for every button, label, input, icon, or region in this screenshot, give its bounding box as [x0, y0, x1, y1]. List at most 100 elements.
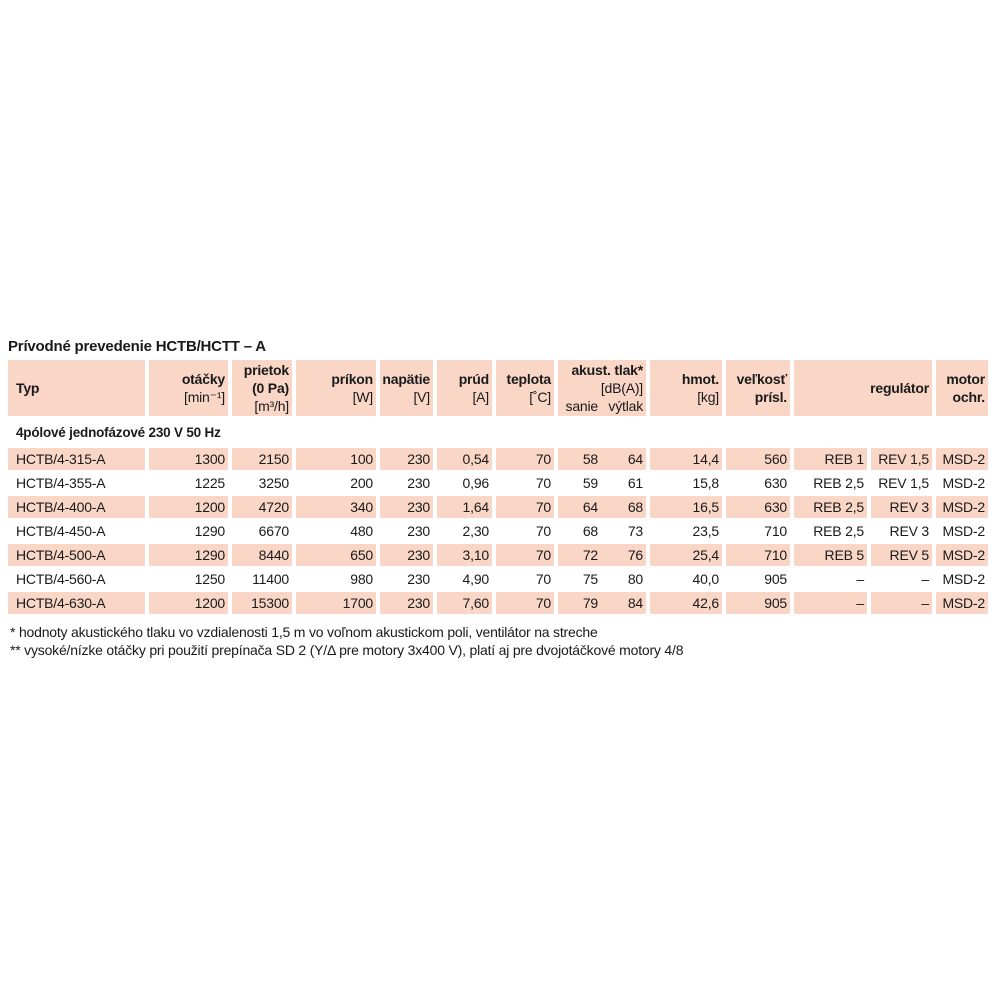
- table-cell: 16,5: [692, 499, 720, 515]
- table-cell: 64: [627, 451, 643, 467]
- header-label: príkon: [331, 371, 373, 387]
- row-cell-bg: [871, 448, 932, 470]
- table-cell: 73: [627, 523, 643, 539]
- header-cell: [936, 360, 988, 416]
- section-label: 4pólové jednofázové 230 V 50 Hz: [16, 425, 221, 440]
- header-label: [min⁻¹]: [184, 389, 225, 405]
- table-cell: REB 2,5: [813, 523, 864, 539]
- header-label: prietok: [243, 362, 289, 378]
- header-label: (0 Pa): [252, 380, 289, 396]
- table-cell: 230: [407, 547, 430, 563]
- table-cell: 560: [764, 451, 787, 467]
- table-cell: MSD-2: [942, 451, 985, 467]
- table-cell: REV 1,5: [878, 451, 929, 467]
- table-cell: 1300: [194, 451, 226, 467]
- row-cell-bg: [232, 496, 292, 518]
- table-cell: 70: [535, 571, 551, 587]
- table-cell: 80: [627, 571, 643, 587]
- row-cell-bg: [149, 544, 228, 566]
- row-cell-bg: [380, 496, 433, 518]
- header-cell: [794, 360, 932, 416]
- table-cell: 230: [407, 595, 430, 611]
- row-cell-bg: [601, 448, 646, 470]
- table-cell: 1225: [194, 475, 226, 491]
- table-cell: 84: [627, 595, 643, 611]
- row-cell-bg: [380, 448, 433, 470]
- table-cell: MSD-2: [942, 547, 985, 563]
- row-cell-bg: [496, 496, 554, 518]
- row-cell-bg: [296, 448, 376, 470]
- table-cell: 72: [582, 547, 598, 563]
- row-cell-bg: [601, 592, 646, 614]
- table-cell: 230: [407, 523, 430, 539]
- table-cell: 230: [407, 451, 430, 467]
- row-cell-bg: [496, 592, 554, 614]
- table-cell: REV 1,5: [878, 475, 929, 491]
- row-cell-bg: [437, 496, 492, 518]
- table-cell: 2,30: [462, 523, 490, 539]
- header-label: veľkosť: [736, 371, 788, 387]
- table-cell: HCTB/4-400-A: [16, 499, 106, 515]
- header-cell: [650, 360, 722, 416]
- row-cell-bg: [8, 496, 145, 518]
- row-cell-bg: [794, 544, 867, 566]
- header-label: teplota: [506, 371, 552, 387]
- row-cell-bg: [936, 592, 988, 614]
- row-cell-bg: [558, 496, 601, 518]
- header-label: otáčky: [181, 371, 225, 387]
- table-cell: 650: [350, 547, 373, 563]
- table-cell: 340: [350, 499, 373, 515]
- table-cell: 3,10: [462, 547, 490, 563]
- table-cell: 1250: [194, 571, 226, 587]
- table-cell: 8440: [258, 547, 290, 563]
- table-cell: 480: [350, 523, 373, 539]
- table-cell: 1700: [342, 595, 374, 611]
- table-cell: –: [856, 595, 864, 611]
- table-cell: 70: [535, 451, 551, 467]
- table-title: Prívodné prevedenie HCTB/HCTT – A: [8, 338, 266, 355]
- row-cell-bg: [794, 496, 867, 518]
- row-cell-bg: [726, 544, 790, 566]
- table-cell: 58: [582, 451, 598, 467]
- table-cell: 15,8: [692, 475, 720, 491]
- row-cell-bg: [936, 448, 988, 470]
- table-cell: HCTB/4-500-A: [16, 547, 106, 563]
- header-label: prúd: [458, 371, 490, 387]
- table-cell: 3250: [258, 475, 290, 491]
- table-cell: 0,54: [462, 451, 490, 467]
- row-cell-bg: [601, 496, 646, 518]
- row-cell-bg: [871, 592, 932, 614]
- table-cell: HCTB/4-355-A: [16, 475, 106, 491]
- header-cell: [149, 360, 228, 416]
- footnote: ** vysoké/nízke otáčky pri použití prepí…: [10, 642, 684, 658]
- row-cell-bg: [437, 448, 492, 470]
- header-cell: [296, 360, 376, 416]
- row-cell-bg: [232, 592, 292, 614]
- header-cell: [437, 360, 492, 416]
- header-label: ochr.: [952, 389, 986, 405]
- row-cell-bg: [296, 592, 376, 614]
- row-cell-bg: [794, 592, 867, 614]
- table-cell: 4,90: [462, 571, 490, 587]
- row-cell-bg: [437, 592, 492, 614]
- row-cell-bg: [232, 544, 292, 566]
- table-cell: REB 5: [824, 547, 865, 563]
- table-cell: REB 1: [824, 451, 865, 467]
- header-label: [m³/h]: [254, 398, 289, 414]
- header-label: prísl.: [754, 389, 787, 405]
- row-cell-bg: [8, 544, 145, 566]
- header-cell: [558, 360, 646, 416]
- table-cell: 710: [764, 547, 787, 563]
- header-label: [V]: [413, 389, 430, 405]
- table-cell: 200: [350, 475, 373, 491]
- header-cell: [496, 360, 554, 416]
- row-cell-bg: [871, 496, 932, 518]
- table-cell: 4720: [258, 499, 290, 515]
- header-sublabel: výtlak: [608, 398, 643, 414]
- table-cell: 25,4: [692, 547, 720, 563]
- table-cell: 0,96: [462, 475, 490, 491]
- row-cell-bg: [296, 544, 376, 566]
- table-cell: HCTB/4-560-A: [16, 571, 106, 587]
- row-cell-bg: [437, 544, 492, 566]
- table-cell: 630: [764, 475, 787, 491]
